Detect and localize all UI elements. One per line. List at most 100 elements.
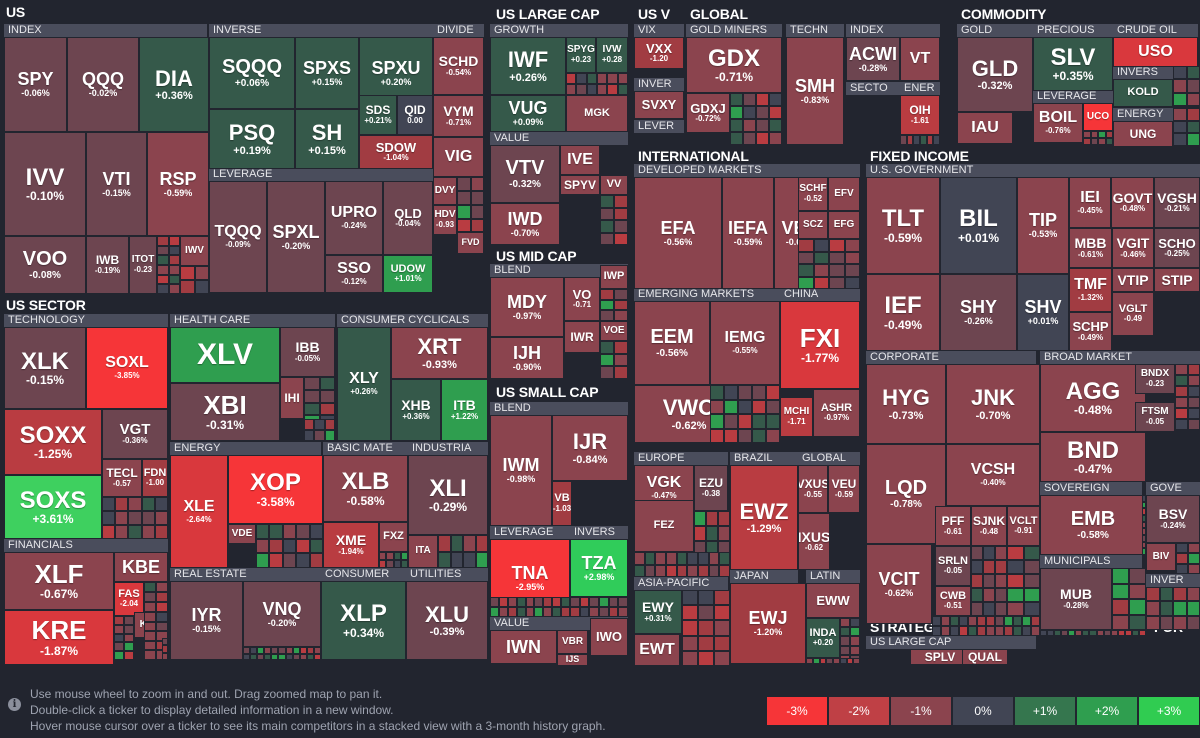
minor-ticker-cell[interactable] [1173, 120, 1187, 134]
minor-ticker-cell[interactable] [157, 255, 169, 265]
minor-ticker-cell[interactable] [269, 538, 283, 554]
minor-ticker-cell[interactable] [1173, 66, 1187, 80]
ticker-gld[interactable]: GLD -0.32% [957, 37, 1033, 112]
ticker-qid[interactable]: QID 0.00 [397, 95, 433, 135]
minor-ticker-cell[interactable] [724, 385, 738, 400]
ticker-ibb[interactable]: IBB -0.05% [280, 327, 335, 377]
minor-ticker-cell[interactable] [752, 385, 766, 400]
minor-ticker-cell[interactable] [995, 546, 1007, 560]
minor-ticker-cell[interactable] [614, 195, 628, 208]
minor-ticker-cell[interactable] [1142, 521, 1146, 529]
ticker-soxs[interactable]: SOXS +3.61% [4, 475, 102, 539]
ticker-splv[interactable]: SPLV [910, 649, 970, 665]
minor-ticker-cell[interactable] [144, 592, 156, 602]
ticker-schd[interactable]: SCHD -0.54% [433, 37, 484, 95]
minor-ticker-cell[interactable] [710, 399, 724, 414]
ticker-biv[interactable]: BIV [1146, 543, 1176, 571]
minor-ticker-cell[interactable] [743, 119, 756, 132]
minor-ticker-cell[interactable] [600, 207, 614, 220]
minor-ticker-cell[interactable] [490, 607, 499, 617]
minor-ticker-cell[interactable] [698, 590, 714, 606]
ticker-tlt[interactable]: TLT -0.59% [866, 177, 940, 274]
minor-ticker-cell[interactable] [1142, 548, 1146, 555]
minor-ticker-cell[interactable] [614, 366, 628, 379]
minor-ticker-cell[interactable] [586, 84, 597, 95]
minor-ticker-cell[interactable] [608, 597, 619, 607]
minor-ticker-cell[interactable] [1004, 626, 1013, 636]
minor-ticker-cell[interactable] [971, 574, 983, 588]
ticker-kre[interactable]: KRE -1.87% [4, 610, 114, 665]
minor-ticker-cell[interactable] [313, 653, 321, 660]
minor-ticker-cell[interactable] [714, 635, 730, 651]
ticker-psq[interactable]: PSQ +0.19% [209, 109, 295, 169]
ticker-eww[interactable]: EWW [806, 583, 860, 618]
minor-ticker-cell[interactable] [141, 497, 155, 511]
minor-ticker-cell[interactable] [450, 535, 463, 552]
ticker-vglt[interactable]: VGLT -0.49 [1112, 292, 1154, 336]
ticker-tmf[interactable]: TMF -1.32% [1069, 268, 1112, 312]
minor-ticker-cell[interactable] [309, 553, 323, 568]
minor-ticker-cell[interactable] [714, 620, 730, 636]
minor-ticker-cell[interactable] [154, 511, 168, 525]
ticker-sds[interactable]: SDS +0.21% [359, 95, 397, 135]
ticker-oih[interactable]: OIH -1.61 [900, 95, 940, 135]
ticker-udow[interactable]: UDOW +1.01% [383, 255, 433, 293]
minor-ticker-cell[interactable] [144, 621, 156, 632]
ticker-xme[interactable]: XME -1.94% [323, 522, 379, 568]
minor-ticker-cell[interactable] [718, 511, 730, 526]
minor-ticker-cell[interactable] [971, 588, 983, 602]
minor-ticker-cell[interactable] [614, 220, 628, 233]
ticker-rsp[interactable]: RSP -0.59% [147, 132, 209, 236]
minor-ticker-cell[interactable] [282, 524, 297, 539]
minor-ticker-cell[interactable] [840, 636, 850, 646]
minor-ticker-cell[interactable] [941, 616, 950, 626]
minor-ticker-cell[interactable] [706, 525, 718, 541]
minor-ticker-cell[interactable] [1173, 601, 1187, 616]
ticker-vxus[interactable]: VXUS -0.55 [798, 465, 828, 513]
minor-ticker-cell[interactable] [507, 607, 517, 617]
ticker-upro[interactable]: UPRO -0.24% [325, 181, 383, 255]
minor-ticker-cell[interactable] [766, 428, 780, 443]
minor-ticker-cell[interactable] [738, 414, 752, 429]
ticker-iwm[interactable]: IWM -0.98% [490, 415, 552, 526]
minor-ticker-cell[interactable] [614, 310, 628, 321]
minor-ticker-cell[interactable] [614, 289, 628, 300]
minor-ticker-cell[interactable] [379, 560, 387, 568]
ticker-ijh[interactable]: IJH -0.90% [490, 337, 564, 379]
ticker-gdx[interactable]: GDX -0.71% [686, 37, 782, 93]
minor-ticker-cell[interactable] [579, 607, 590, 617]
ticker-vcsh[interactable]: VCSH -0.40% [946, 444, 1040, 506]
minor-ticker-cell[interactable] [157, 274, 169, 285]
minor-ticker-cell[interactable] [1112, 583, 1129, 599]
minor-ticker-cell[interactable] [386, 552, 394, 560]
minor-ticker-cell[interactable] [264, 653, 272, 660]
ticker-iwp[interactable]: IWP [600, 265, 628, 289]
minor-ticker-cell[interactable] [299, 647, 307, 654]
minor-ticker-cell[interactable] [900, 135, 907, 145]
ticker-hyg[interactable]: HYG -0.73% [866, 364, 946, 444]
minor-ticker-cell[interactable] [168, 255, 180, 265]
ticker-scho[interactable]: SCHO -0.25% [1154, 228, 1200, 268]
minor-ticker-cell[interactable] [156, 602, 168, 612]
minor-ticker-cell[interactable] [933, 135, 940, 145]
minor-ticker-cell[interactable] [995, 626, 1004, 636]
minor-ticker-cell[interactable] [995, 602, 1007, 616]
minor-ticker-cell[interactable] [844, 251, 860, 264]
ticker-hdv[interactable]: HDV -0.93 [433, 205, 457, 235]
minor-ticker-cell[interactable] [1022, 616, 1031, 626]
minor-ticker-cell[interactable] [1146, 601, 1160, 616]
minor-ticker-cell[interactable] [1112, 568, 1129, 584]
ticker-sso[interactable]: SSO -0.12% [325, 255, 383, 293]
minor-ticker-cell[interactable] [525, 597, 535, 607]
minor-ticker-cell[interactable] [614, 299, 628, 311]
minor-ticker-cell[interactable] [498, 607, 508, 617]
minor-ticker-cell[interactable] [1175, 408, 1188, 419]
minor-ticker-cell[interactable] [393, 560, 401, 568]
minor-ticker-cell[interactable] [1112, 614, 1129, 630]
minor-ticker-cell[interactable] [157, 265, 169, 275]
minor-ticker-cell[interactable] [285, 647, 293, 654]
minor-ticker-cell[interactable] [813, 251, 829, 264]
minor-ticker-cell[interactable] [168, 265, 180, 275]
ticker-vb[interactable]: VB -1.03 [552, 481, 572, 526]
minor-ticker-cell[interactable] [829, 264, 845, 277]
